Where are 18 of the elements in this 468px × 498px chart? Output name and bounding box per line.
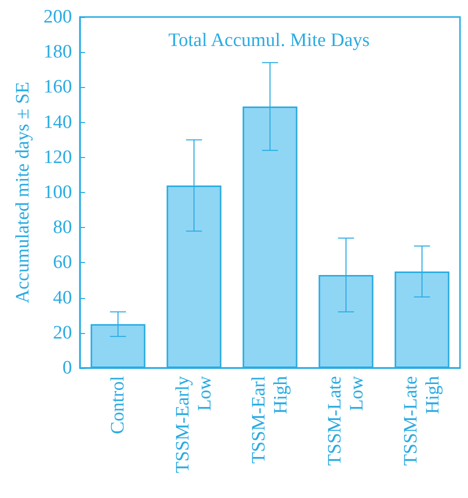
y-tick-label: 100 bbox=[44, 182, 72, 203]
y-tick-label: 60 bbox=[53, 252, 72, 274]
y-tick-label: 160 bbox=[44, 76, 72, 98]
y-tick-label: 180 bbox=[44, 42, 72, 63]
x-tick-label: TSSM-Earl High bbox=[248, 376, 292, 464]
y-tick-label: 200 bbox=[44, 6, 72, 28]
y-axis-title: Accumulated mite days ± SE bbox=[12, 82, 34, 304]
y-tick-label: 120 bbox=[44, 146, 72, 168]
y-tick-label: 40 bbox=[53, 287, 72, 308]
x-tick-label: Control bbox=[108, 376, 128, 434]
y-tick-label: 20 bbox=[53, 322, 72, 344]
y-tick-label: 80 bbox=[53, 217, 72, 238]
text: Total Accumul. Mite Days bbox=[168, 30, 370, 51]
y-tick-label: 0 bbox=[62, 358, 72, 378]
y-tick-label: 140 bbox=[44, 112, 72, 133]
x-tick-label: TSSM-Early Low bbox=[172, 376, 216, 474]
x-tick-label: TSSM-Late High bbox=[400, 376, 444, 466]
x-tick-label: TSSM-Late Low bbox=[324, 376, 368, 466]
